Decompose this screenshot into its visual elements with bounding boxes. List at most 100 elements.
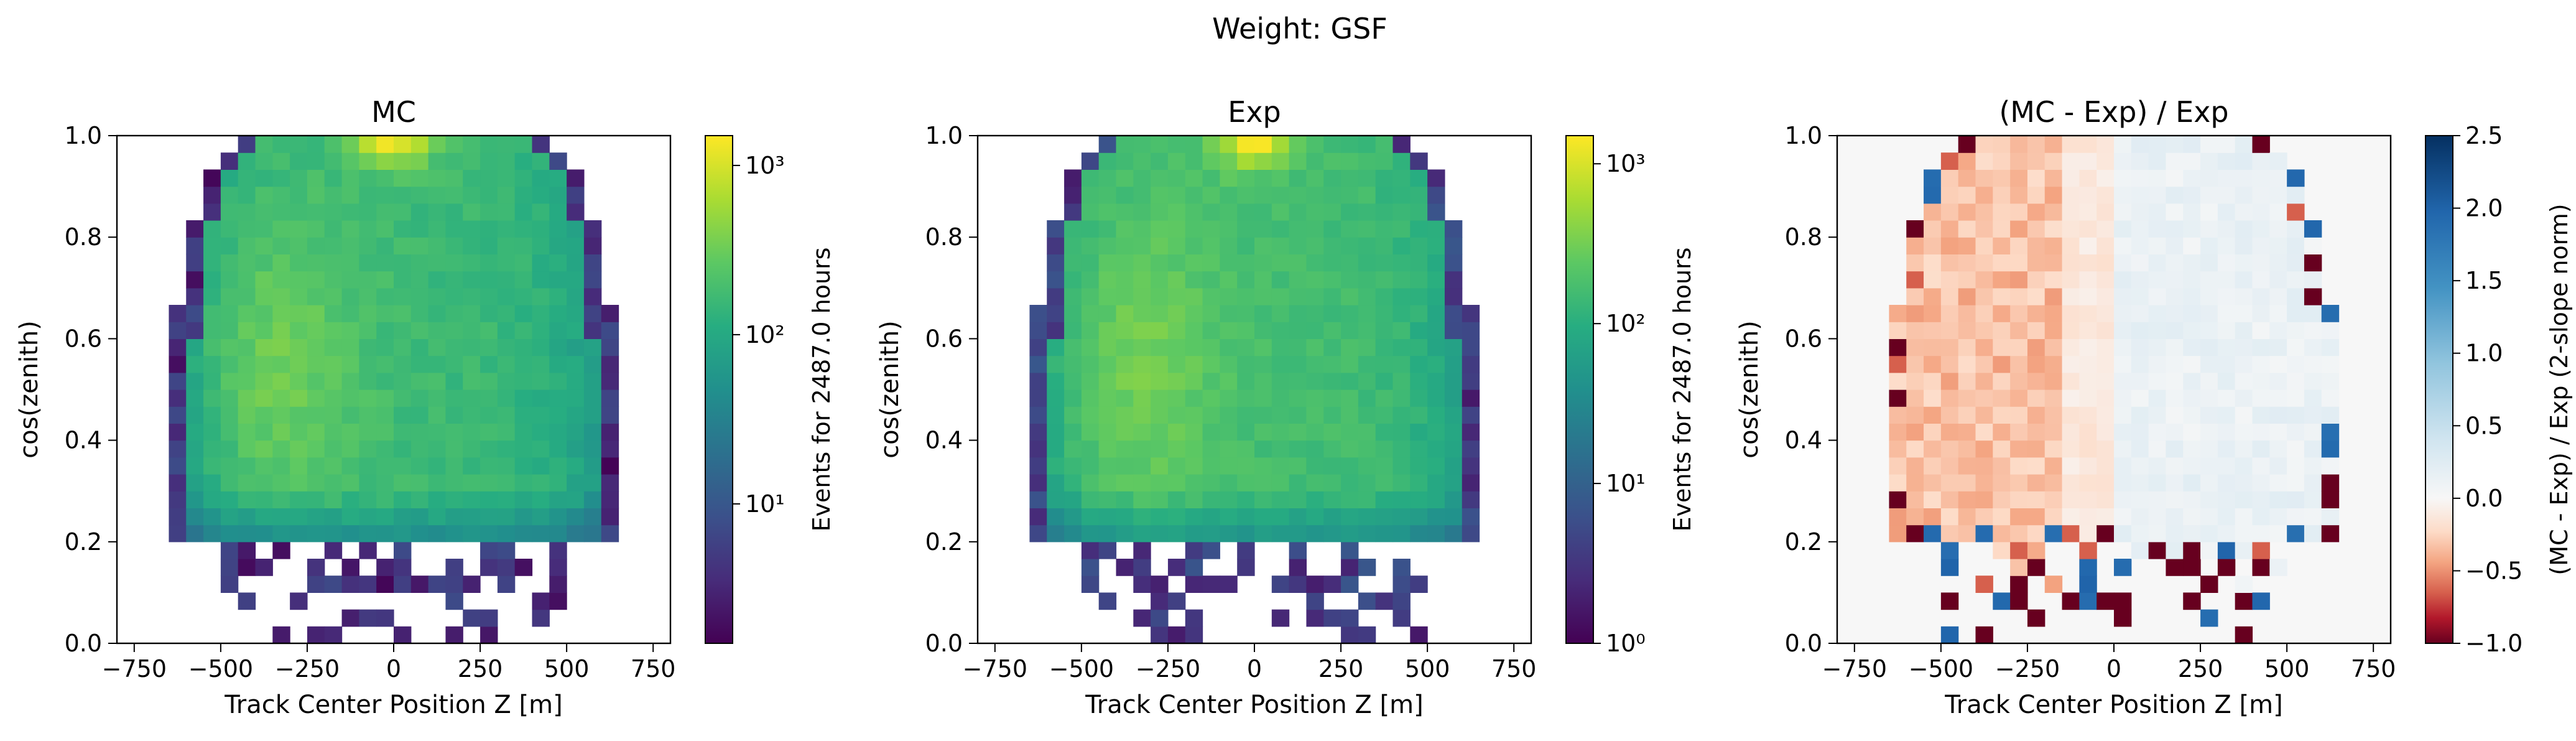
heatmap-cell [1975,491,1993,508]
heatmap-cell [2027,355,2046,373]
heatmap-cell [1392,355,1411,373]
heatmap-cell [220,287,239,305]
heatmap-cell [428,389,447,407]
heatmap-cell [290,406,308,424]
heatmap-cell [1289,524,1307,543]
heatmap-cell [480,372,498,390]
heatmap-cell [324,237,343,254]
heatmap-cell [2079,254,2097,272]
heatmap-cell [1202,287,1220,305]
heatmap-cell [2010,136,2028,153]
heatmap-cell [1254,524,1272,543]
heatmap-cell [2235,203,2253,221]
heatmap-cell [1975,576,1993,593]
heatmap-cell [514,440,533,458]
heatmap-cell [2148,474,2167,492]
heatmap-cell [1358,237,1376,254]
heatmap-cell [394,559,412,576]
heatmap-cell [2114,491,2132,508]
heatmap-cell [2044,169,2063,187]
heatmap-cell [428,576,447,593]
heatmap-cell [2200,389,2218,407]
heatmap-cell [1889,372,1907,390]
heatmap-cell [1220,169,1238,187]
heatmap-cell [1116,203,1134,221]
heatmap-cell [2148,372,2167,390]
heatmap-cell [583,389,602,407]
heatmap-cell [2217,355,2236,373]
heatmap-cell [2062,254,2080,272]
x-tick-label: −750 [102,655,167,683]
heatmap-cell [1237,203,1255,221]
heatmap-cell [410,457,429,475]
heatmap-cell [376,440,394,458]
heatmap-cell [2044,305,2063,322]
heatmap-cell [1151,136,1169,153]
heatmap-cell [2096,152,2115,170]
heatmap-cell [1924,355,1942,373]
heatmap-cell [1392,559,1411,576]
heatmap-cell [1185,271,1203,289]
heatmap-cell [1151,423,1169,441]
heatmap-cell [2027,423,2046,441]
heatmap-cell [1306,576,1324,593]
heatmap-cell [1133,169,1151,187]
heatmap-cell [2252,237,2270,254]
heatmap-cell [1289,491,1307,508]
heatmap-cell [376,524,394,543]
heatmap-cell [2287,372,2305,390]
heatmap-cell [1133,559,1151,576]
heatmap-cell [203,220,221,238]
heatmap-cell [220,406,239,424]
heatmap-cell [463,237,481,254]
heatmap-cell [1358,372,1376,390]
heatmap-cell [307,440,325,458]
heatmap-cell [359,254,377,272]
heatmap-cell [1306,592,1324,610]
heatmap-cell [1975,372,1993,390]
heatmap-cell [2062,406,2080,424]
heatmap-cell [1410,406,1428,424]
heatmap-cell [1940,474,1959,492]
heatmap-cell [2079,305,2097,322]
heatmap-cell [1289,305,1307,322]
heatmap-cell [2131,457,2149,475]
heatmap-cell [1375,136,1394,153]
heatmap-cell [1133,491,1151,508]
heatmap-cell [186,237,204,254]
heatmap-cell [1220,287,1238,305]
heatmap-cell [1151,169,1169,187]
colorbar-frame [1565,135,1594,644]
heatmap-cell [2287,271,2305,289]
heatmap-cell [428,423,447,441]
heatmap-cell [2183,423,2201,441]
heatmap-cell [2096,406,2115,424]
heatmap-cell [1133,541,1151,559]
heatmap-cell [2079,152,2097,170]
heatmap-cell [203,406,221,424]
heatmap-cell [2027,220,2046,238]
heatmap-cell [1993,271,2011,289]
heatmap-cell [2062,322,2080,339]
heatmap-cell [1940,457,1959,475]
heatmap-cell [1375,220,1394,238]
heatmap-cell [1975,237,1993,254]
heatmap-cell [2304,389,2322,407]
heatmap-cell [1358,322,1376,339]
heatmap-cell [2235,626,2253,644]
heatmap-cell [2269,237,2287,254]
heatmap-cell [394,338,412,357]
heatmap-cell [1254,203,1272,221]
heatmap-cell [1220,186,1238,204]
heatmap-cell [2096,254,2115,272]
heatmap-cell [2131,305,2149,322]
heatmap-cell [2062,152,2080,170]
heatmap-cell [2235,322,2253,339]
heatmap-cell [1167,305,1186,322]
x-axis-label: Track Center Position Z [m] [1944,691,2282,719]
heatmap-cell [428,287,447,305]
heatmap-cell [1237,169,1255,187]
heatmap-cell [2096,338,2115,357]
colorbar-frame [2425,135,2453,644]
